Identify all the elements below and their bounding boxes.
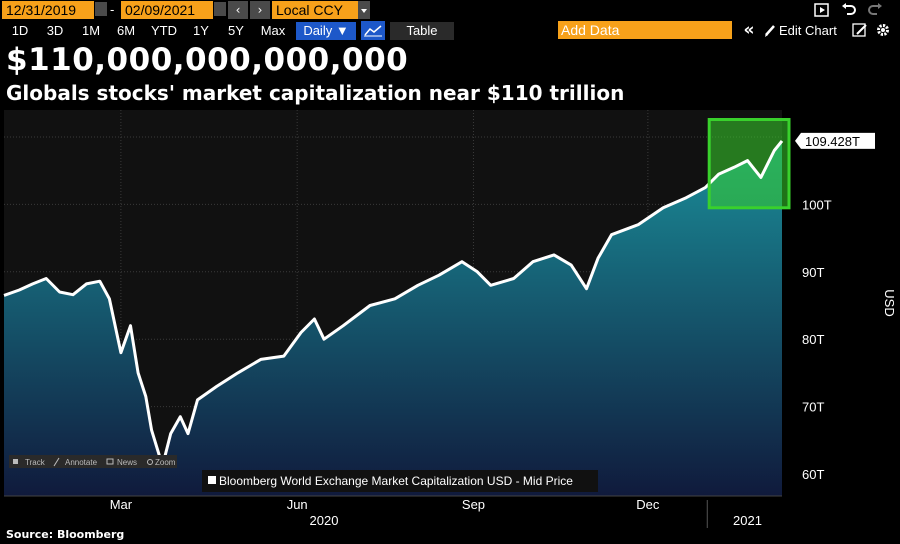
- tool-track[interactable]: Track: [25, 458, 46, 467]
- chart-toolbar: 12/31/2019 - 02/09/2021 ‹ › Local CCY 1D…: [0, 0, 900, 42]
- edit-chart-button[interactable]: Edit Chart: [779, 23, 837, 38]
- area-fill: [4, 140, 782, 496]
- range-1d[interactable]: 1D: [11, 23, 29, 38]
- legend-swatch: [208, 476, 216, 484]
- range-5y[interactable]: 5Y: [228, 23, 244, 38]
- subheadline: Globals stocks' market capitalization ne…: [6, 81, 625, 105]
- x-tick-label: Dec: [636, 497, 660, 512]
- zoom-icon: [147, 459, 153, 465]
- x-tick-label: Mar: [110, 497, 133, 512]
- callout-pointer: [795, 132, 801, 149]
- headline: $110,000,000,000,000: [6, 42, 409, 78]
- redo-icon[interactable]: [866, 1, 884, 19]
- line-chart-icon[interactable]: [361, 21, 385, 40]
- frequency-select[interactable]: Daily ▼: [296, 22, 356, 40]
- y-tick-label: 80T: [802, 332, 824, 347]
- x-axis-label: 2020: [310, 513, 339, 528]
- last-value-text: 109.428T: [805, 134, 860, 149]
- undo-icon[interactable]: [840, 1, 858, 19]
- date-separator: -: [110, 2, 115, 17]
- market-cap-chart: 60T 70T 80T 90T 100T Mar Jun Sep Dec 2020 2021 US…: [3, 110, 897, 528]
- range-1y[interactable]: 1Y: [193, 23, 209, 38]
- y-tick-label: 60T: [802, 467, 824, 482]
- source-note: Source: Bloomberg: [6, 528, 125, 541]
- y-tick-label: 90T: [802, 265, 824, 280]
- x-axis: Mar Jun Sep Dec 2020 2021: [110, 497, 762, 528]
- range-max[interactable]: Max: [260, 23, 286, 38]
- pencil-icon: [763, 21, 777, 39]
- annotate-icon: [53, 457, 60, 467]
- range-6m[interactable]: 6M: [116, 23, 136, 38]
- range-3d[interactable]: 3D: [46, 23, 64, 38]
- range-1m[interactable]: 1M: [81, 23, 101, 38]
- legend: Bloomberg World Exchange Market Capitali…: [202, 470, 598, 492]
- tool-annotate[interactable]: Annotate: [65, 458, 98, 467]
- x-tick-label: Sep: [462, 497, 485, 512]
- currency-select[interactable]: Local CCY: [272, 1, 358, 19]
- collapse-icon[interactable]: «: [743, 20, 755, 40]
- last-value-label: 109.428T: [795, 132, 875, 149]
- currency-dropdown-icon[interactable]: [358, 1, 370, 19]
- play-icon[interactable]: [813, 1, 831, 19]
- track-icon: [13, 459, 18, 464]
- add-data-input[interactable]: Add Data: [558, 21, 732, 39]
- y-tick-label: 100T: [802, 197, 832, 212]
- tool-news[interactable]: News: [117, 458, 137, 467]
- y-axis: 60T 70T 80T 90T 100T: [802, 197, 832, 482]
- table-button[interactable]: Table: [390, 22, 454, 40]
- start-calendar-icon[interactable]: [95, 2, 107, 16]
- chart-tools: Track Annotate News Zoom: [9, 455, 177, 468]
- end-calendar-icon[interactable]: [214, 2, 226, 16]
- chart-edit-icon[interactable]: [851, 21, 869, 39]
- highlight-border: [707, 118, 791, 210]
- range-ytd[interactable]: YTD: [151, 23, 177, 38]
- end-date-field[interactable]: 02/09/2021: [121, 1, 213, 19]
- settings-gear-icon[interactable]: [874, 21, 892, 39]
- previous-period-button[interactable]: ‹: [228, 1, 248, 19]
- start-date-field[interactable]: 12/31/2019: [2, 1, 94, 19]
- callout-box: [801, 132, 875, 149]
- y-axis-label: USD: [882, 289, 897, 316]
- year-label-2021: 2021: [733, 513, 762, 528]
- y-tick-label: 70T: [802, 400, 824, 415]
- legend-label: Bloomberg World Exchange Market Capitali…: [219, 474, 573, 488]
- series-line: [3, 139, 784, 466]
- tool-zoom[interactable]: Zoom: [155, 458, 176, 467]
- x-tick-label: Jun: [287, 497, 308, 512]
- news-icon: [106, 458, 114, 465]
- next-period-button[interactable]: ›: [250, 1, 270, 19]
